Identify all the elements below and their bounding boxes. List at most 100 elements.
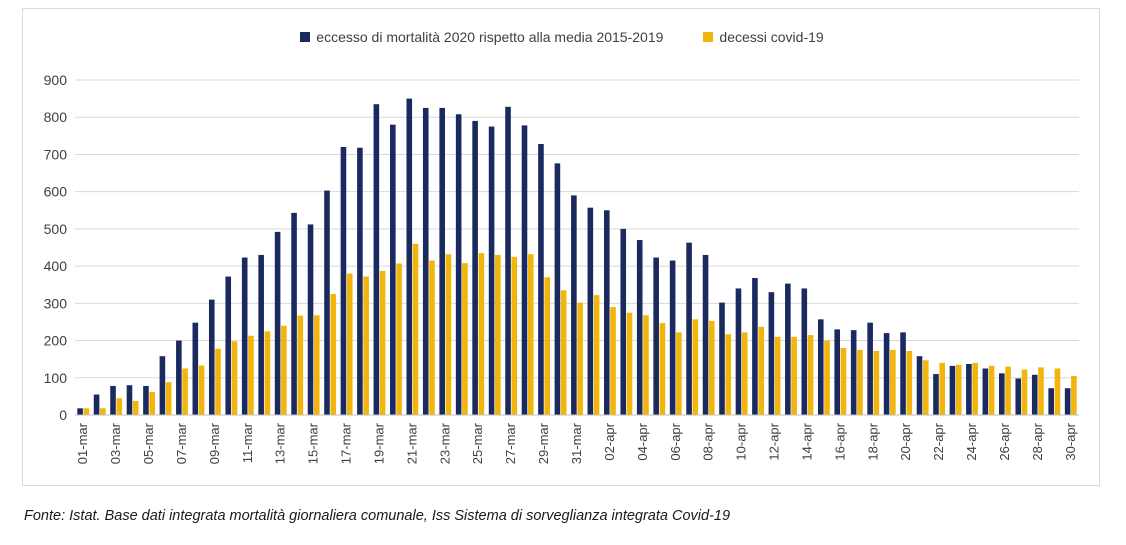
bar-covid-deaths [363, 276, 369, 415]
bar-covid-deaths [116, 398, 123, 415]
bar-covid-deaths [824, 340, 830, 415]
bar-covid-deaths [857, 349, 863, 415]
x-tick-label: 28-apr [1030, 422, 1045, 460]
bar-covid-deaths [709, 320, 715, 415]
bar-covid-deaths [346, 273, 353, 415]
bar-covid-deaths [560, 290, 567, 415]
x-tick-label: 27-mar [503, 422, 518, 464]
bar-covid-deaths [313, 315, 320, 415]
bar-covid-deaths [840, 348, 847, 415]
y-tick-label: 900 [44, 72, 68, 88]
bar-covid-deaths [906, 350, 913, 415]
bar-excess-mortality [521, 125, 528, 416]
bar-excess-mortality [966, 364, 972, 415]
bar-covid-deaths [231, 341, 238, 415]
bar-excess-mortality [982, 368, 989, 415]
bar-excess-mortality [126, 385, 133, 415]
bar-covid-deaths [445, 254, 452, 415]
bar-excess-mortality [77, 408, 83, 415]
bar-covid-deaths [643, 315, 649, 415]
x-tick-label: 11-mar [240, 422, 255, 463]
bar-excess-mortality [291, 212, 297, 415]
bar-excess-mortality [653, 257, 659, 415]
bar-excess-mortality [455, 114, 462, 415]
bar-excess-mortality [1048, 388, 1054, 415]
legend-item-excess-mortality: eccesso di mortalità 2020 rispetto alla … [300, 29, 663, 45]
bar-excess-mortality [850, 330, 857, 415]
bar-excess-mortality [176, 340, 182, 415]
legend-item-covid-deaths: decessi covid-19 [703, 29, 824, 45]
legend-label-covid-deaths: decessi covid-19 [719, 29, 824, 45]
y-tick-label: 300 [44, 295, 68, 311]
x-tick-label: 07-mar [174, 422, 189, 464]
bar-excess-mortality [1031, 374, 1038, 415]
bar-excess-mortality [571, 195, 577, 415]
bar-excess-mortality [373, 104, 380, 415]
bar-covid-deaths [610, 307, 616, 415]
bar-excess-mortality [241, 257, 248, 415]
x-tick-label: 15-mar [306, 422, 321, 464]
chart-legend: eccesso di mortalità 2020 rispetto alla … [23, 29, 1101, 45]
x-tick-label: 08-apr [701, 422, 716, 460]
legend-label-excess-mortality: eccesso di mortalità 2020 rispetto alla … [316, 29, 664, 45]
bar-covid-deaths [1005, 366, 1011, 415]
bar-excess-mortality [900, 332, 906, 415]
bar-covid-deaths [988, 365, 995, 415]
bar-covid-deaths [1054, 368, 1061, 415]
bar-covid-deaths [379, 270, 386, 415]
bar-excess-mortality [505, 106, 511, 416]
bar-excess-mortality [768, 292, 775, 415]
x-tick-label: 29-mar [536, 422, 551, 464]
bar-excess-mortality [143, 385, 149, 415]
bar-excess-mortality [274, 231, 281, 415]
bar-excess-mortality [999, 373, 1005, 415]
bar-covid-deaths [791, 336, 797, 415]
bar-covid-deaths [264, 331, 271, 415]
bar-excess-mortality [949, 365, 956, 415]
bar-excess-mortality [192, 322, 199, 415]
bar-excess-mortality [636, 240, 643, 415]
y-tick-label: 600 [44, 184, 68, 200]
y-tick-label: 100 [44, 370, 68, 386]
bar-covid-deaths [626, 312, 633, 415]
bar-covid-deaths [198, 365, 205, 415]
bar-covid-deaths [165, 382, 172, 415]
bar-excess-mortality [159, 356, 166, 415]
x-tick-label: 04-apr [635, 422, 650, 460]
bar-covid-deaths [544, 277, 551, 415]
x-tick-label: 30-apr [1063, 422, 1078, 460]
bar-covid-deaths [132, 400, 139, 415]
bar-covid-deaths [182, 368, 188, 415]
x-tick-label: 06-apr [668, 422, 683, 460]
legend-swatch-excess-mortality [300, 32, 311, 42]
x-tick-label: 26-apr [997, 422, 1012, 460]
x-tick-label: 24-apr [964, 422, 979, 460]
bar-covid-deaths [676, 332, 682, 415]
x-tick-label: 02-apr [602, 422, 617, 460]
bar-covid-deaths [692, 319, 699, 415]
y-tick-label: 800 [44, 109, 68, 125]
x-tick-label: 19-mar [371, 422, 386, 464]
bar-excess-mortality [587, 207, 594, 415]
bar-excess-mortality [933, 374, 939, 415]
bar-covid-deaths [248, 335, 254, 415]
x-tick-label: 20-apr [898, 422, 913, 460]
bar-excess-mortality [785, 283, 791, 415]
bar-covid-deaths [100, 408, 106, 415]
bar-excess-mortality [702, 254, 709, 415]
bar-covid-deaths [807, 334, 814, 415]
y-tick-label: 0 [59, 407, 67, 423]
x-tick-label: 18-apr [865, 422, 880, 460]
bar-covid-deaths [922, 360, 929, 415]
bar-covid-deaths [1071, 375, 1077, 415]
bar-excess-mortality [324, 190, 330, 415]
x-tick-label: 12-apr [767, 422, 782, 460]
source-note: Fonte: Istat. Base dati integrata mortal… [24, 508, 731, 524]
bar-excess-mortality [1064, 388, 1071, 415]
x-tick-label: 22-apr [931, 422, 946, 460]
x-tick-label: 16-apr [832, 422, 847, 460]
bar-covid-deaths [577, 302, 583, 415]
x-tick-label: 05-mar [141, 422, 156, 464]
y-tick-label: 500 [44, 221, 68, 237]
bar-excess-mortality [669, 260, 676, 415]
